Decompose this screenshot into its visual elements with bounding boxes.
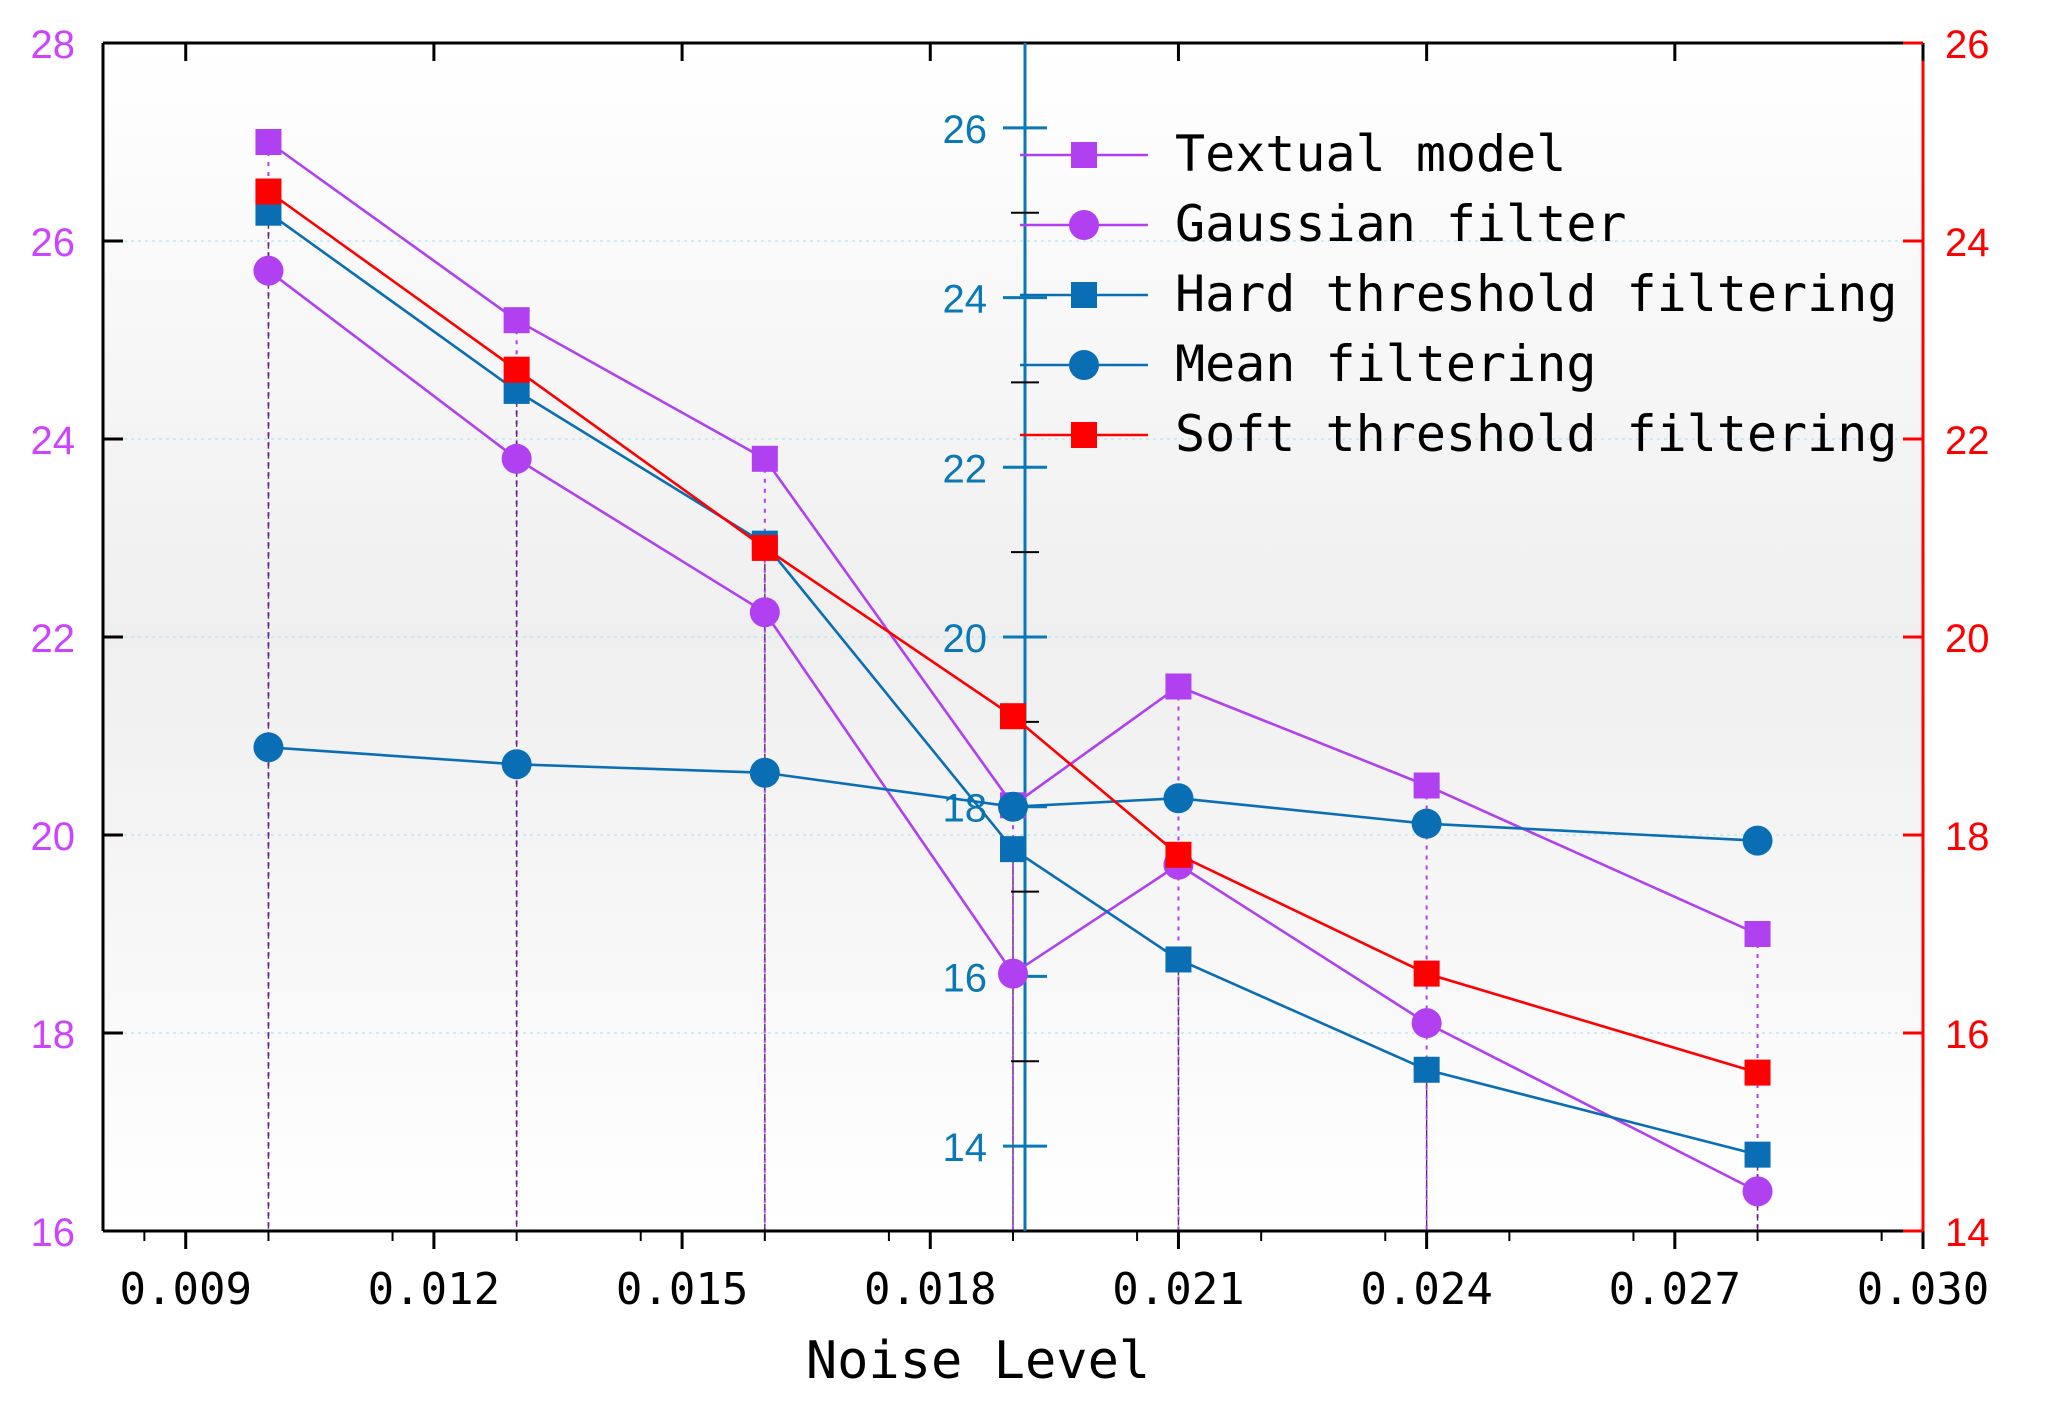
right-tick-label: 20 <box>1945 617 1990 661</box>
x-tick-label: 0.024 <box>1360 1264 1492 1315</box>
data-point-soft-threshold-filtering <box>1165 841 1192 868</box>
data-point-mean-filtering <box>1742 825 1773 856</box>
data-point-hard-threshold-filtering <box>1413 1056 1440 1083</box>
data-point-textual-model <box>503 307 530 334</box>
x-tick-label: 0.027 <box>1609 1264 1741 1315</box>
middle-tick-label: 14 <box>943 1126 988 1170</box>
x-tick-label: 0.021 <box>1112 1264 1244 1315</box>
middle-tick-label: 26 <box>943 108 988 152</box>
legend-label: Mean filtering <box>1175 335 1596 393</box>
data-point-gaussian-filter <box>1411 1008 1442 1039</box>
x-tick-label: 0.018 <box>864 1264 996 1315</box>
data-point-textual-model <box>751 445 778 472</box>
middle-tick-label: 20 <box>943 617 988 661</box>
right-tick-label: 18 <box>1945 815 1990 859</box>
data-point-textual-model <box>1165 673 1192 700</box>
data-point-soft-threshold-filtering <box>1000 703 1026 730</box>
legend-marker-hard-threshold-filtering <box>1071 282 1097 308</box>
data-point-gaussian-filter <box>253 255 284 286</box>
legend-label: Hard threshold filtering <box>1175 265 1897 323</box>
left-tick-label: 28 <box>31 23 76 67</box>
data-point-soft-threshold-filtering <box>255 178 282 205</box>
middle-tick-label: 22 <box>943 447 988 491</box>
data-point-mean-filtering <box>1411 808 1442 839</box>
data-point-hard-threshold-filtering <box>1744 1141 1771 1168</box>
left-tick-label: 20 <box>31 815 76 859</box>
left-tick-label: 26 <box>31 221 76 265</box>
middle-tick-label: 24 <box>943 278 988 322</box>
data-point-gaussian-filter <box>501 443 532 474</box>
x-tick-label: 0.009 <box>120 1264 252 1315</box>
data-point-gaussian-filter <box>749 597 780 628</box>
legend-marker-mean-filtering <box>1069 350 1099 380</box>
data-point-textual-model <box>255 129 282 155</box>
x-tick-label: 0.012 <box>368 1264 500 1315</box>
data-point-mean-filtering <box>253 732 284 763</box>
right-tick-label: 16 <box>1945 1013 1990 1057</box>
left-tick-label: 18 <box>31 1013 76 1057</box>
data-point-mean-filtering <box>1163 783 1194 814</box>
legend-marker-soft-threshold-filtering <box>1071 422 1097 448</box>
x-tick-label: 0.015 <box>616 1264 748 1315</box>
data-point-soft-threshold-filtering <box>1744 1059 1771 1086</box>
x-axis-label: Noise Level <box>806 1331 1150 1391</box>
data-point-gaussian-filter <box>998 958 1028 989</box>
x-tick-label: 0.030 <box>1857 1264 1989 1315</box>
legend-label: Gaussian filter <box>1175 195 1627 253</box>
data-point-gaussian-filter <box>1742 1176 1773 1207</box>
data-point-mean-filtering <box>998 791 1028 822</box>
legend-label: Soft threshold filtering <box>1175 405 1897 463</box>
data-point-textual-model <box>1744 921 1771 947</box>
left-tick-label: 16 <box>31 1211 76 1255</box>
data-point-mean-filtering <box>501 749 532 780</box>
data-point-textual-model <box>1413 772 1440 799</box>
legend-label: Textual model <box>1175 125 1566 183</box>
data-point-soft-threshold-filtering <box>751 534 778 561</box>
legend-marker-textual-model <box>1071 142 1097 168</box>
data-point-soft-threshold-filtering <box>503 356 530 383</box>
legend-marker-gaussian-filter <box>1069 210 1099 240</box>
data-point-hard-threshold-filtering <box>1000 836 1026 863</box>
right-tick-label: 24 <box>1945 221 1990 265</box>
data-point-hard-threshold-filtering <box>1165 946 1192 973</box>
left-tick-label: 22 <box>31 617 76 661</box>
right-tick-label: 14 <box>1945 1211 1990 1255</box>
middle-tick-label: 16 <box>943 956 988 1000</box>
left-tick-label: 24 <box>31 419 76 463</box>
data-point-soft-threshold-filtering <box>1413 960 1440 987</box>
right-tick-label: 26 <box>1945 23 1990 67</box>
right-tick-label: 22 <box>1945 419 1990 463</box>
data-point-mean-filtering <box>749 757 780 788</box>
